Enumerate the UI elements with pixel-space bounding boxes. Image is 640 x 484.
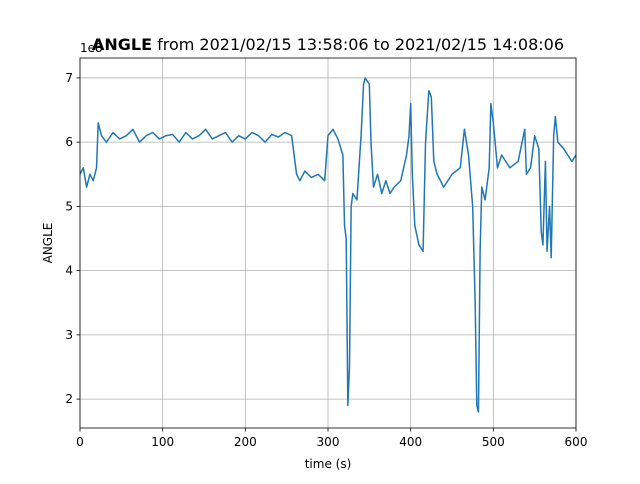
x-tick-label: 200 [234,435,257,449]
title-rest: from 2021/02/15 13:58:06 to 2021/02/15 1… [157,35,564,54]
title-bold: ANGLE [92,35,152,54]
chart-title: ANGLE from 2021/02/15 13:58:06 to 2021/0… [92,35,564,54]
y-tick-label: 7 [65,71,73,85]
x-tick-label: 0 [76,435,84,449]
x-axis-label: time (s) [305,457,352,471]
x-tick-label: 600 [565,435,588,449]
x-tick-label: 500 [482,435,505,449]
y-tick-label: 5 [65,199,73,213]
y-tick-label: 3 [65,328,73,342]
data-line [79,77,577,413]
axes-frame [79,57,577,429]
y-tick-label: 4 [65,264,73,278]
x-tick-label: 300 [317,435,340,449]
offset-label: 1e8 [80,41,103,55]
y-tick-label: 2 [65,392,73,406]
y-tick-label: 6 [65,135,73,149]
x-tick-label: 100 [151,435,174,449]
y-axis-label: ANGLE [41,223,55,264]
x-tick-label: 400 [399,435,422,449]
